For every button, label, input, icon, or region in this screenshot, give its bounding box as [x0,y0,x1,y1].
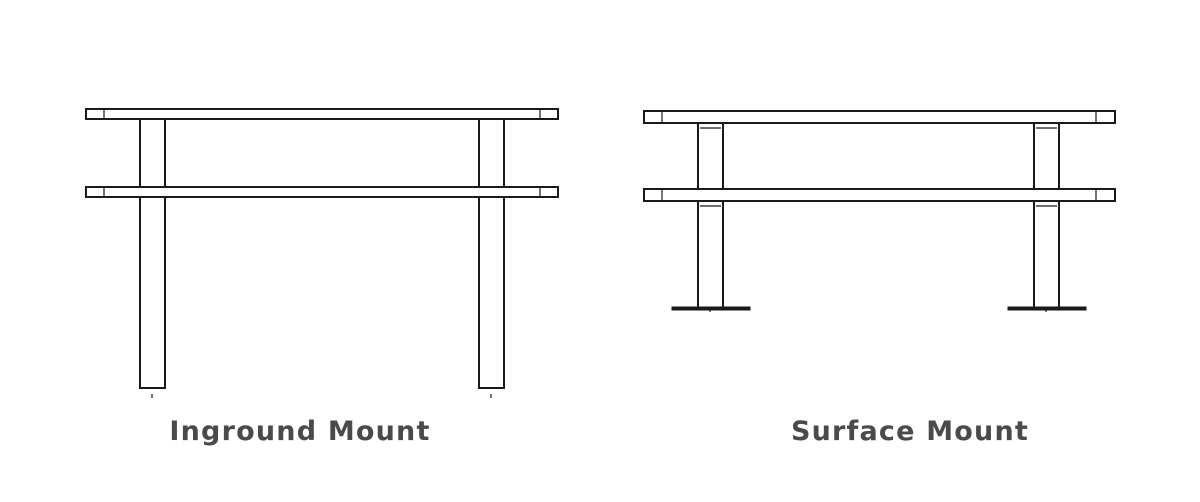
inground-right-post [478,118,505,389]
surface-right-post [1033,122,1060,309]
surface-mount-caption: Surface Mount [790,416,1030,447]
inground-bottom-rail [85,186,559,198]
surface-left-base-plate [671,306,751,312]
surface-mount-drawing [643,110,1116,312]
surface-bottom-rail [643,188,1116,202]
inground-mount-caption: Inground Mount [169,416,431,447]
surface-left-post [697,122,724,309]
surface-top-rail [643,110,1116,124]
inground-left-post [139,118,166,389]
inground-top-rail [85,108,559,120]
surface-right-base-plate [1007,306,1087,312]
inground-mount-drawing [85,108,559,398]
